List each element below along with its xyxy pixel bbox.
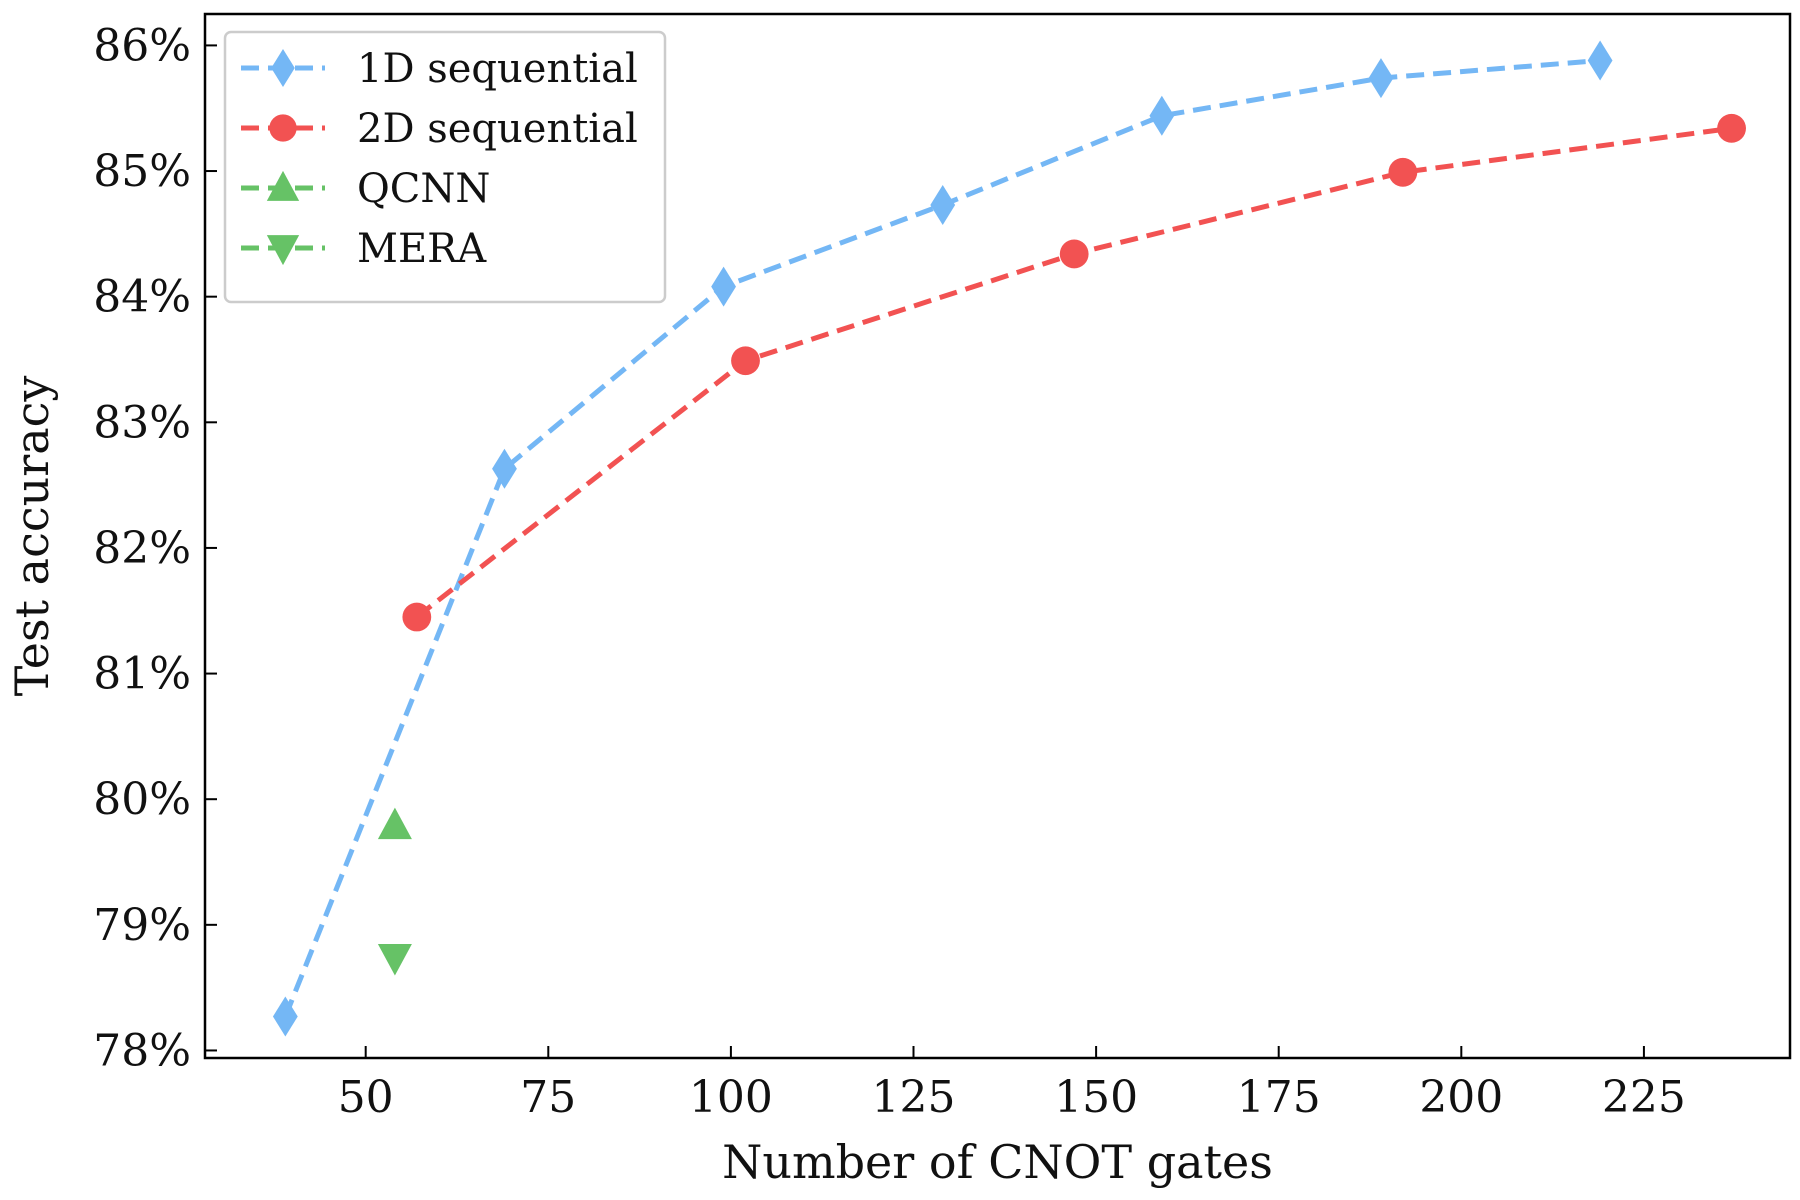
legend-marker-2d-sequential bbox=[269, 114, 297, 142]
legend-label-qcnn: QCNN bbox=[357, 166, 490, 212]
legend: 1D sequential 2D sequential QCNN MERA bbox=[223, 30, 667, 304]
y-tick-label: 81% bbox=[93, 649, 191, 700]
legend-item-1d-sequential: 1D sequential bbox=[241, 46, 638, 92]
legend-marker-qcnn bbox=[266, 170, 300, 201]
data-point-1d-sequential bbox=[1587, 40, 1613, 81]
data-point-2d-sequential bbox=[402, 602, 432, 632]
legend-marker-1d-sequential bbox=[271, 49, 295, 87]
y-tick-label: 80% bbox=[93, 774, 191, 825]
y-tick-label: 85% bbox=[93, 146, 191, 197]
series-2d-sequential bbox=[402, 113, 1746, 632]
legend-label-1d-sequential: 1D sequential bbox=[357, 46, 638, 92]
y-tick-label: 84% bbox=[93, 272, 191, 323]
x-tick-label: 175 bbox=[1237, 1072, 1321, 1123]
x-axis-label: Number of CNOT gates bbox=[722, 1135, 1273, 1189]
series-qcnn bbox=[377, 807, 412, 840]
plot-marks bbox=[272, 40, 1746, 1037]
data-point-2d-sequential bbox=[1717, 113, 1746, 143]
axis-ticks: 50 75 100 125 150 175 200 225 78% 79% 80% 81% 82% 83%… bbox=[93, 20, 1686, 1123]
x-tick-label: 225 bbox=[1602, 1072, 1686, 1123]
y-tick-label: 78% bbox=[93, 1025, 191, 1076]
data-point-mera bbox=[377, 943, 412, 976]
x-tick-label: 50 bbox=[338, 1072, 394, 1123]
y-axis-label: Test accuracy bbox=[5, 376, 59, 697]
y-tick-label: 79% bbox=[93, 900, 191, 951]
series-1d-sequential bbox=[272, 40, 1613, 1037]
data-point-1d-sequential bbox=[930, 184, 956, 225]
legend-label-2d-sequential: 2D sequential bbox=[357, 106, 638, 152]
series-mera bbox=[377, 943, 412, 976]
legend-marker-mera bbox=[266, 235, 300, 266]
x-tick-label: 150 bbox=[1054, 1072, 1138, 1123]
y-tick-label: 82% bbox=[93, 523, 191, 574]
x-tick-label: 75 bbox=[520, 1072, 576, 1123]
legend-item-qcnn: QCNN bbox=[241, 166, 490, 212]
data-point-1d-sequential bbox=[711, 266, 736, 307]
x-tick-label: 200 bbox=[1419, 1072, 1503, 1123]
data-point-2d-sequential bbox=[1059, 239, 1089, 269]
legend-item-mera: MERA bbox=[241, 226, 487, 272]
data-point-1d-sequential bbox=[492, 448, 517, 489]
data-point-1d-sequential bbox=[1149, 95, 1175, 136]
legend-item-2d-sequential: 2D sequential bbox=[241, 106, 638, 152]
data-point-2d-sequential bbox=[731, 346, 760, 376]
data-point-2d-sequential bbox=[1388, 157, 1418, 187]
y-tick-label: 86% bbox=[93, 20, 191, 71]
y-tick-label: 83% bbox=[93, 397, 191, 448]
legend-frame bbox=[223, 30, 667, 304]
legend-label-mera: MERA bbox=[357, 226, 487, 272]
data-point-1d-sequential bbox=[272, 996, 298, 1037]
x-tick-label: 100 bbox=[689, 1072, 773, 1123]
plot-frame bbox=[203, 12, 1792, 1060]
x-tick-label: 125 bbox=[872, 1072, 956, 1123]
data-point-1d-sequential bbox=[1368, 58, 1394, 99]
data-point-qcnn bbox=[377, 807, 412, 840]
